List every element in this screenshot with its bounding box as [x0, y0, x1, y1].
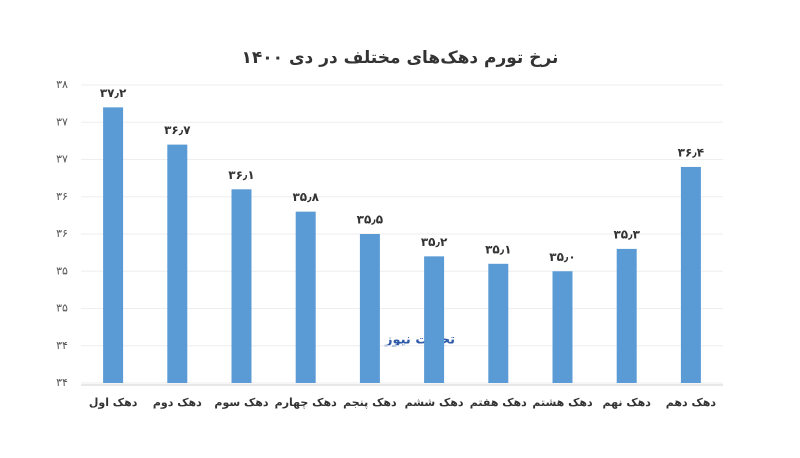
x-tick-label: دهک سوم [214, 396, 268, 409]
x-tick-label: دهک هفتم [470, 396, 527, 409]
value-label: ۳۵٫۰ [549, 250, 575, 264]
value-label: ۳۵٫۳ [613, 227, 640, 241]
y-tick-label: ۳۸ [56, 78, 68, 91]
bar [231, 189, 252, 383]
x-tick-label: دهک هشتم [532, 396, 593, 409]
y-tick-label: ۳۴ [56, 339, 68, 352]
value-label: ۳۶٫۷ [164, 123, 191, 137]
y-tick-label: ۳۵ [56, 264, 68, 277]
value-label: ۳۶٫۴ [678, 145, 704, 159]
bar [359, 234, 380, 383]
value-label: ۳۵٫۵ [357, 213, 383, 227]
value-label: ۳۶٫۱ [228, 168, 254, 182]
y-tick-label: ۳۵ [56, 302, 68, 315]
chart-title: نرخ تورم دهک‌های مختلف در دی ۱۴۰۰ [242, 48, 559, 68]
y-tick-label: ۳۴ [56, 376, 68, 389]
x-tick-label: دهک اول [89, 396, 138, 409]
y-tick-label: ۳۶ [56, 227, 68, 240]
x-tick-label: دهک چهارم [275, 396, 337, 409]
y-tick-label: ۳۶ [56, 190, 68, 203]
value-label: ۳۷٫۲ [100, 86, 127, 100]
bar [295, 211, 316, 383]
x-tick-label: دهک دوم [153, 396, 202, 409]
bar [552, 271, 573, 383]
x-tick-label: دهک پنجم [343, 396, 397, 409]
x-tick-label: دهک نهم [603, 396, 652, 409]
y-tick-label: ۳۷ [56, 153, 68, 166]
bar [616, 248, 637, 383]
bar [103, 107, 124, 383]
value-label: ۳۵٫۲ [421, 235, 448, 249]
bar [167, 144, 188, 383]
bar [488, 263, 509, 383]
bar [424, 256, 445, 383]
y-tick-label: ۳۷ [56, 115, 68, 128]
value-label: ۳۵٫۸ [292, 190, 319, 204]
bar [680, 166, 701, 383]
x-tick-label: دهک ششم [405, 396, 464, 409]
x-tick-label: دهک دهم [666, 396, 717, 409]
value-label: ۳۵٫۱ [485, 242, 511, 256]
